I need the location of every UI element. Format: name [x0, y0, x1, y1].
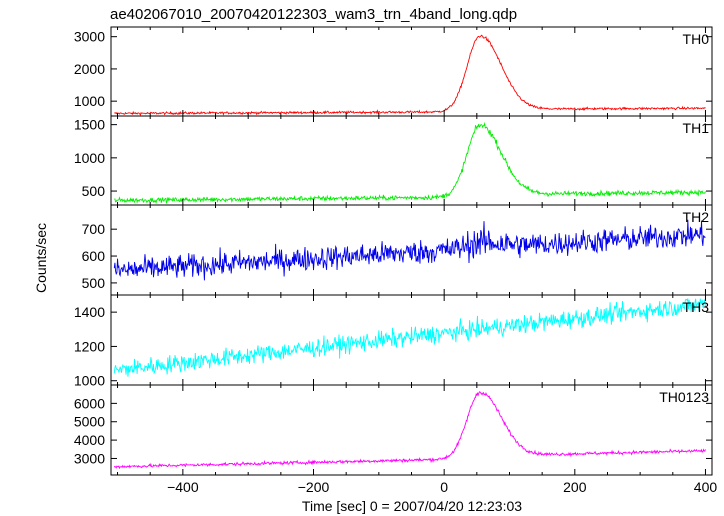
series-line-th3 [113, 298, 706, 377]
panel-th1: 500 1000 1500 TH1 [74, 115, 713, 206]
series-line-th0123 [113, 391, 706, 470]
y-tick-label: 500 [82, 183, 106, 199]
panel-frame [110, 26, 713, 117]
panel-label-th3: TH3 [683, 299, 710, 315]
y-tick-label: 1400 [74, 304, 105, 320]
x-tick-label: 200 [563, 479, 587, 495]
x-tick-label: 0 [440, 479, 448, 495]
y-tick-label: 1000 [74, 373, 105, 389]
panel-th0123: 3000 4000 5000 6000 TH0123 [74, 384, 713, 476]
y-tick-label: 2000 [74, 61, 105, 77]
panel-frame [110, 384, 713, 476]
chart-title: ae402067010_20070420122303_wam3_trn_4ban… [110, 6, 517, 23]
x-axis-label: Time [sec] 0 = 2007/04/20 12:23:03 [302, 498, 522, 514]
x-axis-tick-labels: −400 −200 0 200 400 [167, 479, 717, 495]
y-tick-label: 6000 [74, 395, 105, 411]
y-tick-label: 1000 [74, 150, 105, 166]
y-tick-label: 3000 [74, 29, 105, 45]
y-tick-label: 3000 [74, 450, 105, 466]
panel-th2: 500 600 700 TH2 [82, 204, 713, 296]
panel-th0: 1000 2000 3000 TH0 [74, 26, 713, 117]
y-tick-label: 700 [82, 221, 106, 237]
x-tick-label: 400 [694, 479, 718, 495]
panel-frame [110, 115, 713, 206]
series-line-th2 [113, 219, 706, 281]
x-tick-label: −400 [167, 479, 199, 495]
panel-th3: 1000 1200 1400 TH3 [74, 294, 713, 389]
series-line-th0 [114, 34, 706, 116]
x-tick-label: −200 [298, 479, 330, 495]
y-tick-label: 600 [82, 248, 106, 264]
panel-label-th2: TH2 [683, 209, 710, 225]
y-tick-label: 1200 [74, 338, 105, 354]
y-tick-label: 1000 [74, 93, 105, 109]
y-tick-label: 4000 [74, 432, 105, 448]
y-tick-label: 500 [82, 275, 106, 291]
panel-label-th0: TH0 [683, 31, 710, 47]
panels-group: 1000 2000 3000 TH0 500 1000 1500 TH1 500 600 700 TH… [74, 26, 713, 476]
y-axis-label: Counts/sec [33, 223, 49, 293]
panel-label-th1: TH1 [683, 120, 710, 136]
y-tick-label: 1500 [74, 117, 105, 133]
y-tick-label: 5000 [74, 414, 105, 430]
panel-label-th0123: TH0123 [659, 389, 709, 405]
series-line-th1 [114, 121, 706, 205]
